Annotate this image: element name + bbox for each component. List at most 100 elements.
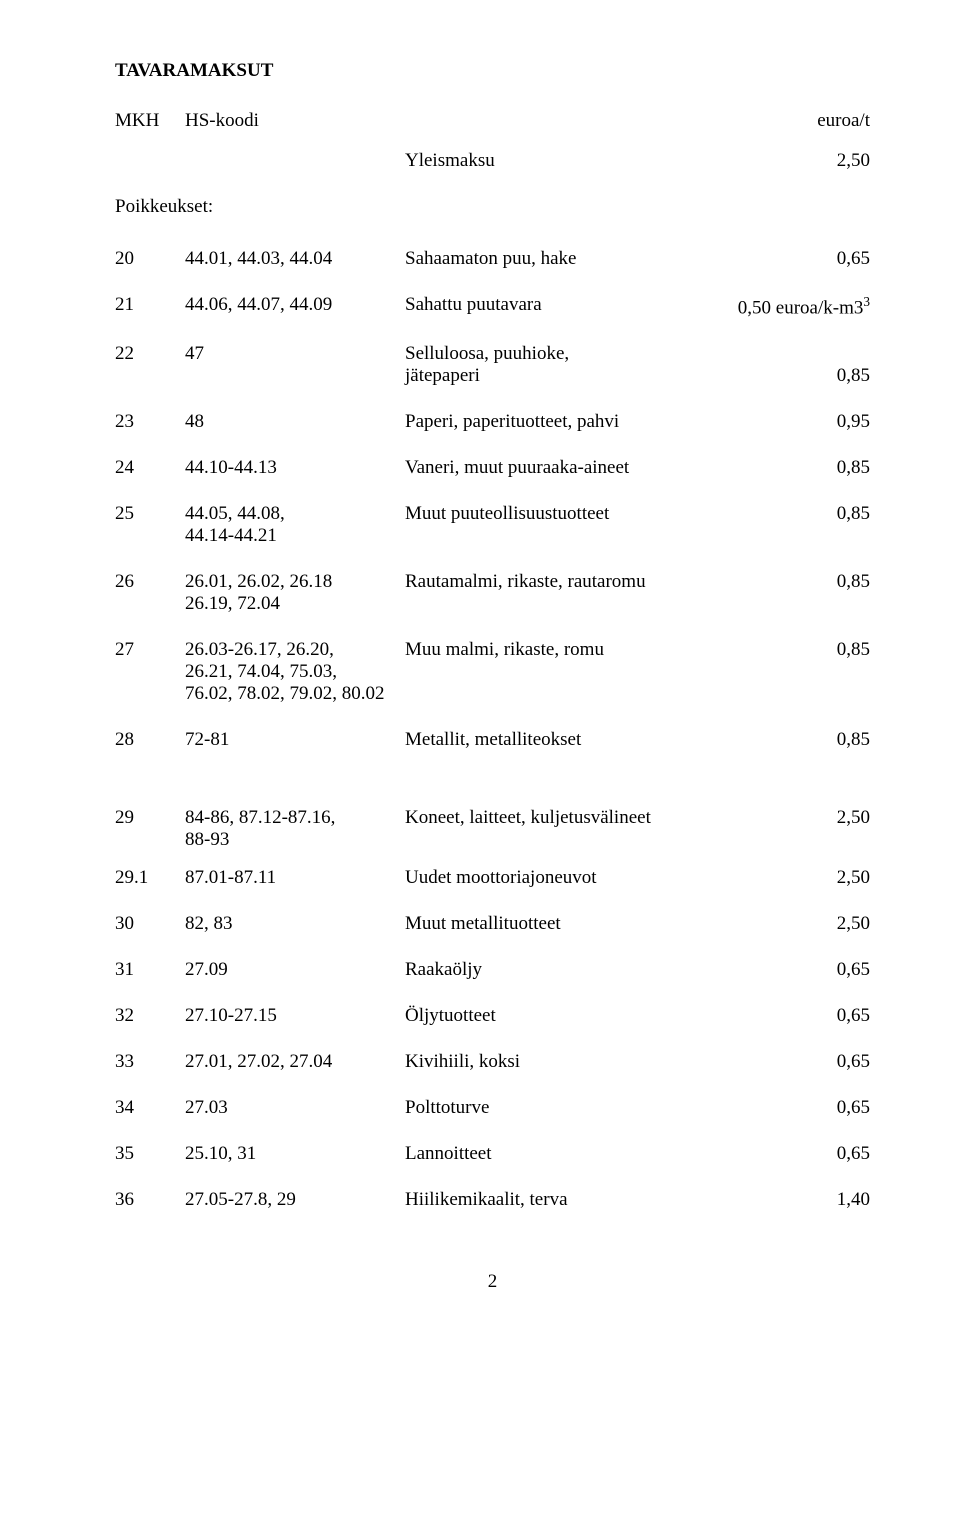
general-fee-value: 2,50 <box>720 150 870 172</box>
table-row: 24 44.10-44.13 Vaneri, muut puuraaka-ain… <box>115 457 870 479</box>
cell-val: 0,85 <box>720 571 870 593</box>
cell-mkh: 29.1 <box>115 867 185 889</box>
cell-val: 2,50 <box>720 913 870 935</box>
cell-mkh: 31 <box>115 959 185 981</box>
table-row: 30 82, 83 Muut metallituotteet 2,50 <box>115 913 870 935</box>
cell-hs: 27.10-27.15 <box>185 1005 405 1027</box>
cell-desc: Vaneri, muut puuraaka-aineet <box>405 457 720 479</box>
cell-hs: 44.01, 44.03, 44.04 <box>185 248 405 270</box>
cell-desc: Sahattu puutavara <box>405 294 720 316</box>
cell-val: 0,85 <box>720 503 870 525</box>
cell-hs: 44.05, 44.08, 44.14-44.21 <box>185 503 405 547</box>
cell-mkh: 27 <box>115 639 185 661</box>
cell-hs: 44.06, 44.07, 44.09 <box>185 294 405 316</box>
cell-hs: 26.03-26.17, 26.20, 26.21, 74.04, 75.03,… <box>185 639 405 705</box>
cell-hs: 27.09 <box>185 959 405 981</box>
general-fee-label: Yleismaksu <box>405 150 720 172</box>
table-row: 20 44.01, 44.03, 44.04 Sahaamaton puu, h… <box>115 248 870 270</box>
cell-val: 0,85 <box>720 457 870 479</box>
header-val: euroa/t <box>720 110 870 132</box>
cell-desc: Muu malmi, rikaste, romu <box>405 639 720 661</box>
cell-hs: 27.01, 27.02, 27.04 <box>185 1051 405 1073</box>
cell-mkh: 29 <box>115 807 185 829</box>
table-row: 35 25.10, 31 Lannoitteet 0,65 <box>115 1143 870 1165</box>
table-row: 33 27.01, 27.02, 27.04 Kivihiili, koksi … <box>115 1051 870 1073</box>
cell-desc: Hiilikemikaalit, terva <box>405 1189 720 1211</box>
cell-mkh: 25 <box>115 503 185 525</box>
cell-desc: Rautamalmi, rikaste, rautaromu <box>405 571 720 593</box>
cell-val: 0,85 <box>720 343 870 387</box>
general-fee-row: Yleismaksu 2,50 <box>115 150 870 172</box>
cell-val: 0,85 <box>720 639 870 661</box>
table-row: 29.1 87.01-87.11 Uudet moottoriajoneuvot… <box>115 867 870 889</box>
cell-mkh: 26 <box>115 571 185 593</box>
cell-val: 1,40 <box>720 1189 870 1211</box>
cell-val: 0,85 <box>720 729 870 751</box>
cell-mkh: 20 <box>115 248 185 270</box>
cell-desc: Muut puuteollisuustuotteet <box>405 503 720 525</box>
table-row: 31 27.09 Raakaöljy 0,65 <box>115 959 870 981</box>
cell-mkh: 34 <box>115 1097 185 1119</box>
cell-desc: Paperi, paperituotteet, pahvi <box>405 411 720 433</box>
cell-desc: Uudet moottoriajoneuvot <box>405 867 720 889</box>
cell-mkh: 35 <box>115 1143 185 1165</box>
cell-mkh: 30 <box>115 913 185 935</box>
cell-mkh: 24 <box>115 457 185 479</box>
table-row: 36 27.05-27.8, 29 Hiilikemikaalit, terva… <box>115 1189 870 1211</box>
table-row: 26 26.01, 26.02, 26.18 26.19, 72.04 Raut… <box>115 571 870 615</box>
cell-mkh: 28 <box>115 729 185 751</box>
cell-mkh: 32 <box>115 1005 185 1027</box>
header-mkh: MKH <box>115 110 185 132</box>
cell-hs: 25.10, 31 <box>185 1143 405 1165</box>
cell-val: 0,95 <box>720 411 870 433</box>
table-row: 23 48 Paperi, paperituotteet, pahvi 0,95 <box>115 411 870 433</box>
exceptions-label: Poikkeukset: <box>115 196 870 218</box>
cell-hs: 84-86, 87.12-87.16, 88-93 <box>185 807 405 851</box>
cell-hs: 44.10-44.13 <box>185 457 405 479</box>
cell-val: 0,65 <box>720 1051 870 1073</box>
cell-desc: Lannoitteet <box>405 1143 720 1165</box>
cell-desc: Koneet, laitteet, kuljetusvälineet <box>405 807 720 829</box>
cell-val: 0,65 <box>720 959 870 981</box>
cell-hs: 87.01-87.11 <box>185 867 405 889</box>
table-row: 34 27.03 Polttoturve 0,65 <box>115 1097 870 1119</box>
table-row: 27 26.03-26.17, 26.20, 26.21, 74.04, 75.… <box>115 639 870 705</box>
cell-mkh: 36 <box>115 1189 185 1211</box>
table-row: 21 44.06, 44.07, 44.09 Sahattu puutavara… <box>115 294 870 319</box>
cell-desc: Kivihiili, koksi <box>405 1051 720 1073</box>
cell-hs: 27.03 <box>185 1097 405 1119</box>
table-row: 32 27.10-27.15 Öljytuotteet 0,65 <box>115 1005 870 1027</box>
cell-mkh: 33 <box>115 1051 185 1073</box>
cell-val: 0,65 <box>720 1097 870 1119</box>
cell-hs: 82, 83 <box>185 913 405 935</box>
cell-mkh: 23 <box>115 411 185 433</box>
page-number: 2 <box>115 1271 870 1293</box>
table-row: 28 72-81 Metallit, metalliteokset 0,85 <box>115 729 870 751</box>
table-row: 25 44.05, 44.08, 44.14-44.21 Muut puuteo… <box>115 503 870 547</box>
cell-hs: 72-81 <box>185 729 405 751</box>
cell-desc: Selluloosa, puuhioke, jätepaperi <box>405 343 720 387</box>
cell-val: 0,50 euroa/k-m33 <box>720 294 870 319</box>
cell-val: 0,65 <box>720 1005 870 1027</box>
page-title: TAVARAMAKSUT <box>115 60 870 82</box>
cell-val: 0,65 <box>720 1143 870 1165</box>
cell-hs: 47 <box>185 343 405 365</box>
cell-mkh: 21 <box>115 294 185 316</box>
cell-desc: Metallit, metalliteokset <box>405 729 720 751</box>
cell-val: 0,65 <box>720 248 870 270</box>
cell-hs: 26.01, 26.02, 26.18 26.19, 72.04 <box>185 571 405 615</box>
cell-hs: 27.05-27.8, 29 <box>185 1189 405 1211</box>
cell-desc: Raakaöljy <box>405 959 720 981</box>
table-row: 22 47 Selluloosa, puuhioke, jätepaperi 0… <box>115 343 870 387</box>
cell-desc: Muut metallituotteet <box>405 913 720 935</box>
cell-desc: Sahaamaton puu, hake <box>405 248 720 270</box>
header-hs: HS-koodi <box>185 110 405 132</box>
table-row: 29 84-86, 87.12-87.16, 88-93 Koneet, lai… <box>115 807 870 851</box>
cell-desc: Polttoturve <box>405 1097 720 1119</box>
cell-hs: 48 <box>185 411 405 433</box>
table-header: MKH HS-koodi euroa/t <box>115 110 870 132</box>
cell-desc: Öljytuotteet <box>405 1005 720 1027</box>
cell-val: 2,50 <box>720 807 870 829</box>
cell-val: 2,50 <box>720 867 870 889</box>
cell-mkh: 22 <box>115 343 185 365</box>
